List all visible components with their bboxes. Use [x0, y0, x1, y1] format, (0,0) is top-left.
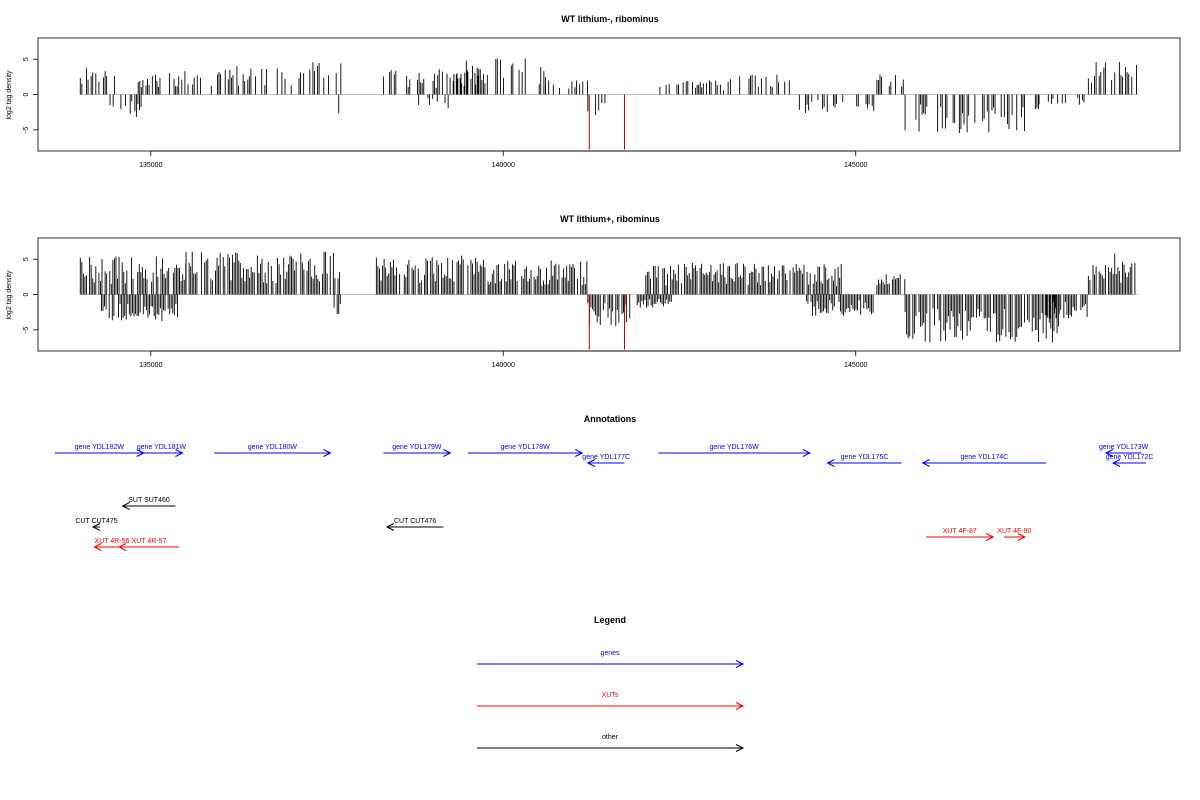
other-arrow-arrowhead — [91, 523, 101, 531]
gene-label: gene YDL172C — [1106, 454, 1154, 461]
chart-panel-lithium-plus: WT lithium+, ribominus log2 tag density … — [6, 214, 1181, 369]
other-arrow-arrowhead — [385, 523, 395, 531]
bar-series — [79, 58, 1138, 150]
bar-series — [79, 251, 1138, 350]
legend-label-genes: genes — [600, 650, 620, 657]
annotation-features: gene YDL182W gene YDL181W gene YDL180W gene… — [54, 444, 1154, 551]
xut-arrow-arrowhead — [93, 543, 102, 551]
xut-arrow-arrowhead — [985, 533, 995, 541]
gene-arrow-arrowhead — [802, 449, 812, 457]
xut-label: XUT 4R-57 — [132, 538, 167, 545]
legend-arrowhead — [735, 660, 745, 668]
gene-label: gene YDL181W — [137, 444, 187, 451]
xut-label: XUT 4R-56 — [95, 538, 130, 545]
x-tick-label: 145000 — [844, 162, 867, 169]
gene-label: gene YDL178W — [500, 444, 550, 451]
gene-label: gene YDL182W — [75, 444, 125, 451]
y-tick-label: 5 — [23, 57, 30, 61]
x-tick-label: 140000 — [492, 362, 515, 369]
gene-label: gene YDL175C — [841, 454, 889, 461]
gene-label: gene YDL177C — [582, 454, 630, 461]
annotations-title: Annotations — [584, 414, 637, 424]
x-tick-label: 140000 — [492, 162, 515, 169]
axes: -5 0 5 135000 140000 145000 — [23, 257, 868, 369]
xut-arrow-arrowhead — [117, 543, 127, 551]
xut-label: XUT 4F-87 — [943, 528, 977, 535]
other-label: CUT CUT476 — [394, 518, 436, 525]
legend-title: Legend — [594, 615, 626, 625]
gene-arrow-arrowhead — [1111, 459, 1121, 467]
gene-label: gene YDL174C — [961, 454, 1009, 461]
axes: -5 0 5 135000 140000 145000 — [23, 57, 868, 169]
y-tick-label: 0 — [23, 92, 30, 96]
gene-label: gene YDL180W — [248, 444, 298, 451]
x-tick-label: 145000 — [844, 362, 867, 369]
y-tick-label: 5 — [23, 257, 30, 261]
other-label: SUT SUT460 — [128, 497, 170, 504]
chart-panel-lithium-minus: WT lithium-, ribominus log2 tag density … — [6, 14, 1181, 169]
annotations-track: Annotations gene YDL182W gene YDL181W gene… — [54, 414, 1154, 551]
gene-arrow-arrowhead — [175, 449, 184, 457]
gene-arrow-arrowhead — [586, 459, 596, 467]
gene-arrow-arrowhead — [323, 449, 332, 457]
other-label: CUT CUT475 — [75, 518, 117, 525]
legend-items: genes XUTs other — [477, 650, 745, 752]
chart-title: WT lithium-, ribominus — [561, 14, 659, 24]
gene-arrow-arrowhead — [921, 459, 930, 467]
legend-arrowhead — [735, 702, 745, 710]
gene-arrow-arrowhead — [826, 459, 835, 467]
x-tick-label: 135000 — [139, 362, 162, 369]
xut-label: XUT 4F-90 — [997, 528, 1031, 535]
y-tick-label: -5 — [23, 327, 30, 333]
gene-label: gene YDL176W — [709, 444, 759, 451]
legend: Legend genes XUTs other — [477, 615, 745, 752]
legend-label-other: other — [602, 734, 619, 741]
legend-arrowhead — [735, 744, 745, 752]
chart-title: WT lithium+, ribominus — [560, 214, 660, 224]
y-axis-label: log2 tag density — [6, 270, 13, 320]
legend-label-xuts: XUTs — [602, 692, 619, 699]
y-tick-label: -5 — [23, 127, 30, 133]
gene-arrow-arrowhead — [574, 449, 584, 457]
gene-arrow-arrowhead — [443, 449, 452, 457]
gene-label: gene YDL173W — [1099, 444, 1149, 451]
xut-arrow-arrowhead — [1017, 533, 1027, 541]
y-axis-label: log2 tag density — [6, 70, 13, 120]
gene-label: gene YDL179W — [392, 444, 442, 451]
x-tick-label: 135000 — [139, 162, 162, 169]
gene-arrow-arrowhead — [1104, 449, 1114, 457]
y-tick-label: 0 — [23, 292, 30, 296]
other-arrow-arrowhead — [121, 502, 130, 510]
